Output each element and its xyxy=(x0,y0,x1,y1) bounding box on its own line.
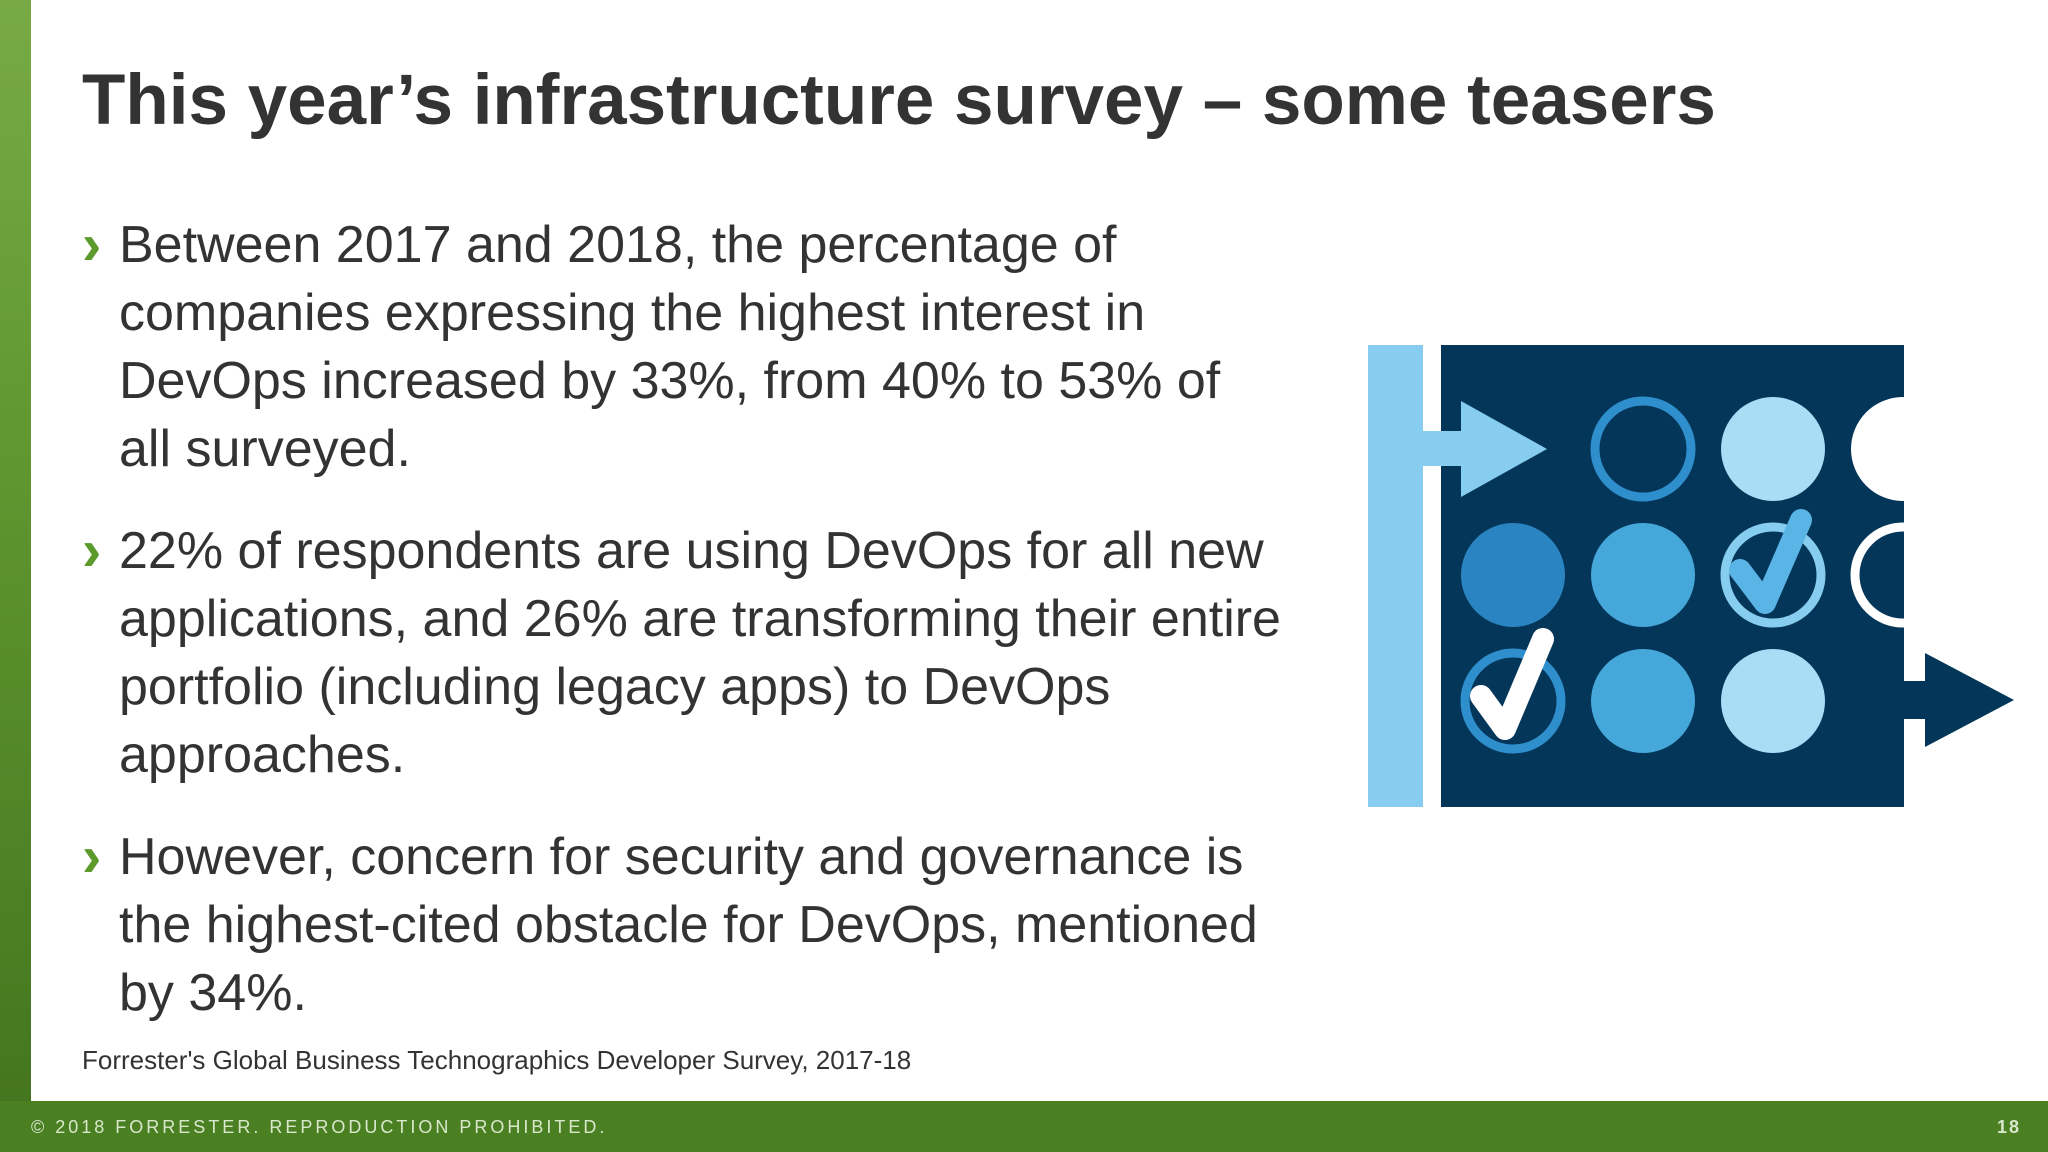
mid-blue-circle-icon xyxy=(1591,523,1695,627)
copyright-notice: © 2018 FORRESTER. REPRODUCTION PROHIBITE… xyxy=(31,1117,608,1137)
slide-title: This year’s infrastructure survey – some… xyxy=(82,61,1716,140)
left-light-bar xyxy=(1368,345,1423,807)
bullet-chevron-icon: › xyxy=(82,212,102,277)
bullet-item-devops-interest: › Between 2017 and 2018, the percentage … xyxy=(82,211,1282,483)
pale-blue-circle-icon xyxy=(1721,397,1825,501)
checked-circle-icon xyxy=(1720,509,1826,628)
empty-circle-icon xyxy=(1590,396,1696,502)
input-arrow-icon xyxy=(1423,401,1547,497)
bullet-text: 22% of respondents are using DevOps for … xyxy=(119,522,1281,784)
bullet-text: However, concern for security and govern… xyxy=(119,828,1258,1022)
footer-bar: © 2018 FORRESTER. REPRODUCTION PROHIBITE… xyxy=(0,1101,2048,1152)
mid-blue-circle-icon xyxy=(1591,649,1695,753)
bullet-text: Between 2017 and 2018, the percentage of… xyxy=(119,216,1221,478)
checked-circle-icon xyxy=(1460,628,1566,754)
white-circle-icon xyxy=(1851,397,1904,501)
bullet-item-devops-adoption: › 22% of respondents are using DevOps fo… xyxy=(82,517,1282,789)
white-ring-icon xyxy=(1850,522,1904,628)
left-accent-bar xyxy=(0,0,31,1101)
pale-blue-circle-icon xyxy=(1721,649,1825,753)
output-arrow-icon xyxy=(1904,653,2014,747)
bullet-chevron-icon: › xyxy=(82,518,102,583)
bullet-chevron-icon: › xyxy=(82,824,102,889)
source-citation: Forrester's Global Business Technographi… xyxy=(82,1045,912,1075)
devops-process-grid-icon xyxy=(1368,345,2016,807)
bullet-list: › Between 2017 and 2018, the percentage … xyxy=(82,211,1282,1061)
page-number: 18 xyxy=(1996,1117,2021,1137)
bullet-item-security-concern: › However, concern for security and gove… xyxy=(82,823,1282,1027)
left-accent-bar-shade xyxy=(0,0,31,1101)
medium-blue-circle-icon xyxy=(1461,523,1565,627)
